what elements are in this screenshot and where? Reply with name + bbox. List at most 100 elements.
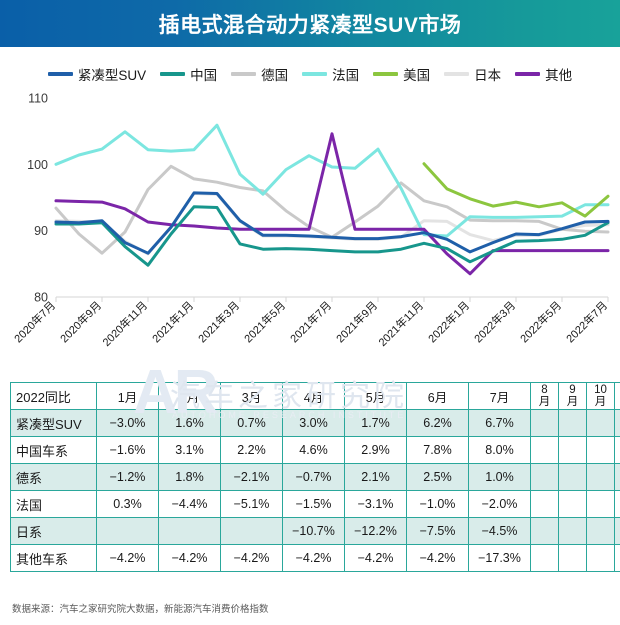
table-cell: −4.2%	[344, 544, 407, 572]
table-cell: 1.0%	[468, 463, 531, 491]
table-cell	[558, 544, 587, 572]
legend-item-其他[interactable]: 其他	[515, 64, 572, 84]
table-cell: 1.8%	[158, 463, 221, 491]
source-note: 数据来源：汽车之家研究院大数据，新能源汽车消费价格指数	[12, 604, 269, 615]
table-cell	[586, 490, 615, 518]
table-col-header: 4月	[282, 382, 345, 410]
table-row: 紧凑型SUV −3.0% 1.6% 0.7% 3.0% 1.7% 6.2% 6.7%	[10, 409, 620, 437]
series-line-其他	[54, 132, 610, 276]
table-cell: −4.2%	[282, 544, 345, 572]
legend-swatch-icon	[302, 72, 328, 76]
table-row: 法国 0.3% −4.4% −5.1% −1.5% −3.1% −1.0% −2.0%	[10, 490, 620, 518]
table-cell	[530, 409, 559, 437]
table-cell: 6.2%	[406, 409, 469, 437]
table-cell: −5.1%	[220, 490, 283, 518]
table-cell	[96, 517, 159, 545]
legend-label: 美国	[403, 68, 431, 83]
table-cell: 2.9%	[344, 436, 407, 464]
legend-item-美国[interactable]: 美国	[373, 64, 430, 84]
table-cell: −1.6%	[96, 436, 159, 464]
table-cell: −7.5%	[406, 517, 469, 545]
y-axis-tick-label: 80	[34, 291, 48, 305]
x-axis-tick-label: 2022年1月	[425, 298, 472, 345]
table-col-header: 7月	[468, 382, 531, 410]
svg-text:2022年5月: 2022年5月	[517, 298, 564, 345]
table-row-header: 紧凑型SUV	[10, 409, 97, 437]
table-cell	[530, 463, 559, 491]
series-line-美国	[422, 162, 610, 218]
header-bar: 插电式混合动力紧凑型SUV市场	[0, 0, 620, 47]
x-axis-tick-label: 2020年11月	[99, 298, 150, 349]
table-col-header: 10 月	[586, 382, 615, 410]
svg-text:2022年7月: 2022年7月	[563, 298, 610, 345]
table-col-header: 11月	[614, 382, 620, 410]
table-col-header: 1月	[96, 382, 159, 410]
table-cell: −12.2%	[344, 517, 407, 545]
x-axis-tick-label: 2021年1月	[149, 298, 196, 345]
table-cell	[558, 490, 587, 518]
table-cell	[614, 436, 620, 464]
y-axis-tick-label: 110	[28, 92, 48, 106]
table-cell	[220, 517, 283, 545]
table-cell	[586, 409, 615, 437]
table-cell: −3.1%	[344, 490, 407, 518]
svg-text:2021年5月: 2021年5月	[241, 298, 288, 345]
y-axis-tick-label: 100	[27, 158, 48, 172]
table-cell: −3.0%	[96, 409, 159, 437]
comparison-table-area: 2022同比1月2月3月4月5月6月7月8月9月10月11月12月紧凑型SUV−…	[0, 382, 620, 572]
legend-item-法国[interactable]: 法国	[302, 64, 359, 84]
table-cell: −4.2%	[96, 544, 159, 572]
table-cell	[614, 409, 620, 437]
svg-text:2021年9月: 2021年9月	[333, 298, 380, 345]
x-axis-tick-label: 2022年3月	[471, 298, 518, 345]
table-cell	[530, 436, 559, 464]
table-col-header: 3月	[220, 382, 283, 410]
table-row: 德系 −1.2% 1.8% −2.1% −0.7% 2.1% 2.5% 1.0%	[10, 463, 620, 491]
table-cell	[586, 463, 615, 491]
legend-label: 日本	[474, 68, 502, 83]
table-corner-header: 2022同比	[10, 382, 97, 410]
table-row-header: 中国车系	[10, 436, 97, 464]
series-line-中国	[54, 205, 610, 267]
legend-label: 紧凑型SUV	[77, 68, 147, 83]
table-cell: 7.8%	[406, 436, 469, 464]
table-cell: 2.5%	[406, 463, 469, 491]
table-cell	[614, 490, 620, 518]
table-row-header: 法国	[10, 490, 97, 518]
comparison-table: 2022同比1月2月3月4月5月6月7月8月9月10月11月12月紧凑型SUV−…	[10, 382, 620, 572]
x-axis-tick-label: 2020年9月	[57, 298, 104, 345]
x-axis-tick-label: 2021年3月	[195, 298, 242, 345]
legend-item-日本[interactable]: 日本	[444, 64, 501, 84]
x-axis-tick-label: 2020年7月	[11, 298, 58, 345]
legend-item-紧凑型SUV[interactable]: 紧凑型SUV	[47, 64, 147, 84]
table-row: 中国车系 −1.6% 3.1% 2.2% 4.6% 2.9% 7.8% 8.0%	[10, 436, 620, 464]
legend-item-中国[interactable]: 中国	[160, 64, 217, 84]
svg-text:2021年3月: 2021年3月	[195, 298, 242, 345]
table-cell: −10.7%	[282, 517, 345, 545]
table-cell	[614, 517, 620, 545]
table-col-header: 6月	[406, 382, 469, 410]
x-axis-tick-label: 2021年9月	[333, 298, 380, 345]
table-cell	[530, 544, 559, 572]
table-cell: −1.0%	[406, 490, 469, 518]
x-axis-tick-label: 2022年5月	[517, 298, 564, 345]
chart-container: AR 汽车之家研究院 AUTOHOME RESEARCH INSTITUTE 8…	[0, 90, 620, 424]
table-cell: −4.4%	[158, 490, 221, 518]
svg-text:2020年11月: 2020年11月	[99, 298, 150, 349]
page-title: 插电式混合动力紧凑型SUV市场	[158, 13, 462, 37]
legend-item-德国[interactable]: 德国	[231, 64, 288, 84]
table-cell: 2.2%	[220, 436, 283, 464]
table-cell: 1.7%	[344, 409, 407, 437]
table-row-header: 日系	[10, 517, 97, 545]
table-row: 日系 −10.7% −12.2% −7.5% −4.5%	[10, 517, 620, 545]
legend-label: 其他	[545, 68, 573, 83]
svg-text:2021年1月: 2021年1月	[149, 298, 196, 345]
legend-swatch-icon	[160, 72, 186, 76]
svg-text:2021年11月: 2021年11月	[375, 298, 426, 349]
x-axis-tick-label: 2021年11月	[375, 298, 426, 349]
table-cell: 0.3%	[96, 490, 159, 518]
table-cell: 6.7%	[468, 409, 531, 437]
table-cell: 3.1%	[158, 436, 221, 464]
table-cell: 0.7%	[220, 409, 283, 437]
